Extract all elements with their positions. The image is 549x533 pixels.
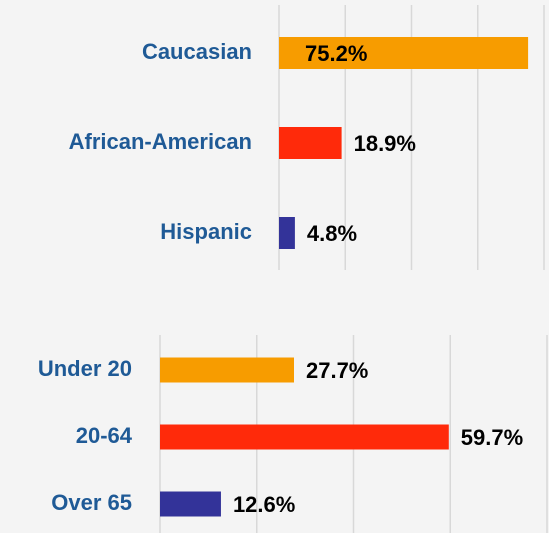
bar bbox=[279, 37, 529, 69]
category-label: African-American bbox=[69, 129, 252, 154]
category-label: 20-64 bbox=[76, 423, 133, 448]
bar bbox=[160, 357, 294, 383]
category-label: Hispanic bbox=[160, 219, 252, 244]
bar bbox=[279, 217, 295, 249]
category-label: Over 65 bbox=[51, 490, 132, 515]
value-label: 27.7% bbox=[306, 358, 368, 383]
category-label: Caucasian bbox=[142, 39, 252, 64]
value-label: 59.7% bbox=[461, 425, 523, 450]
category-label: Under 20 bbox=[38, 356, 132, 381]
value-label: 12.6% bbox=[233, 492, 295, 517]
value-label: 75.2% bbox=[305, 41, 367, 66]
bar bbox=[279, 127, 342, 159]
bar bbox=[160, 424, 449, 450]
value-label: 4.8% bbox=[307, 221, 357, 246]
value-label: 18.9% bbox=[354, 131, 416, 156]
bar bbox=[160, 491, 221, 517]
